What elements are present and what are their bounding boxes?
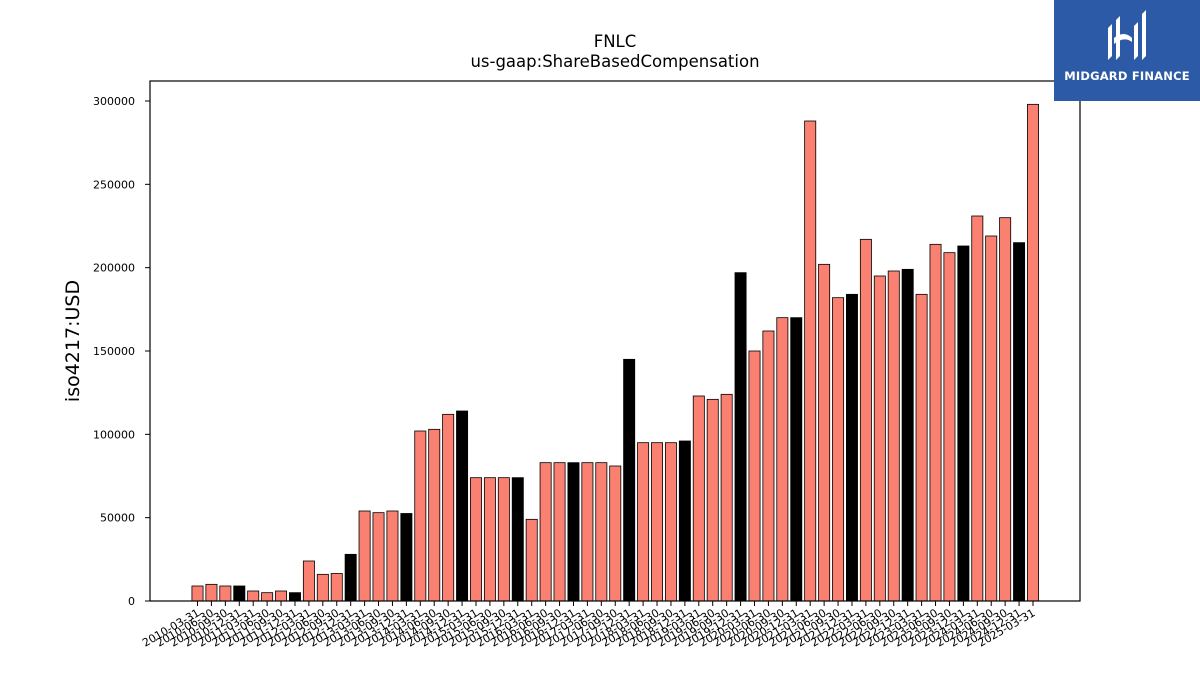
x-axis: 2010-03-312010-06-302010-09-302010-12-31… — [140, 601, 1038, 650]
bar-2018-06-30 — [651, 442, 664, 602]
y-tick-label: 250000 — [93, 178, 135, 191]
bar-2013-06-30 — [372, 512, 385, 602]
bar-2016-12-31 — [567, 462, 580, 602]
logo-text: MIDGARD FINANCE — [1064, 69, 1190, 83]
bar-2022-12-31 — [901, 268, 914, 602]
bar-2025-03-31 — [1027, 103, 1039, 602]
bar-2022-06-30 — [873, 275, 886, 602]
bar-2012-09-30 — [330, 573, 343, 602]
midgard-finance-logo: MIDGARD FINANCE — [1054, 0, 1200, 101]
y-tick-label: 150000 — [93, 345, 135, 358]
plot-frame — [149, 80, 1081, 602]
y-tick-label: 0 — [128, 595, 135, 608]
chart-title: FNLC — [593, 32, 637, 51]
bar-2013-12-31 — [400, 513, 413, 602]
bar-2015-09-30 — [497, 477, 510, 602]
bar-2018-12-31 — [678, 440, 691, 602]
bar-2022-09-30 — [887, 270, 900, 602]
logo-mark-icon — [1108, 10, 1146, 60]
bar-2024-03-31 — [971, 215, 984, 602]
bar-2018-09-30 — [664, 442, 677, 602]
bar-2016-06-30 — [539, 462, 552, 602]
bar-2010-12-31 — [233, 585, 246, 602]
bar-2015-12-31 — [511, 477, 524, 602]
bar-2021-09-30 — [832, 297, 845, 602]
bar-2010-03-31 — [191, 585, 204, 602]
bar-2019-09-30 — [720, 393, 733, 602]
bar-2011-09-30 — [275, 590, 288, 602]
bar-2017-03-31 — [581, 462, 594, 602]
bar-2017-12-31 — [623, 358, 636, 602]
bar-2014-12-31 — [456, 410, 469, 602]
bar-2016-09-30 — [553, 462, 566, 602]
bar-2012-03-31 — [302, 560, 315, 602]
bar-2012-06-30 — [316, 573, 329, 602]
y-axis-label: iso4217:USD — [62, 280, 84, 402]
bar-2016-03-31 — [525, 518, 538, 602]
bar-2024-12-31 — [1013, 242, 1026, 602]
bar-2019-03-31 — [692, 395, 705, 602]
bar-2011-03-31 — [247, 590, 260, 602]
y-tick-label: 50000 — [100, 512, 135, 525]
bar-2023-03-31 — [915, 293, 928, 602]
bar-2010-06-30 — [205, 583, 218, 602]
bar-2019-12-31 — [734, 272, 747, 602]
bar-2017-06-30 — [595, 462, 608, 602]
bar-2022-03-31 — [859, 238, 872, 602]
bar-2017-09-30 — [609, 465, 622, 602]
bar-2021-03-31 — [804, 120, 817, 602]
bar-2018-03-31 — [637, 442, 650, 602]
bar-2020-09-30 — [776, 317, 789, 602]
bar-2014-09-30 — [442, 413, 455, 602]
y-tick-label: 300000 — [93, 95, 135, 108]
bar-2024-06-30 — [985, 235, 998, 602]
bar-2021-06-30 — [818, 263, 831, 602]
bar-2024-09-30 — [999, 217, 1012, 602]
bar-2013-09-30 — [386, 510, 399, 602]
bar-2015-06-30 — [483, 477, 496, 602]
y-tick-label: 100000 — [93, 428, 135, 441]
bar-2014-03-31 — [414, 430, 427, 602]
y-axis: 0 50000 100000 150000 200000 250000 300000 — [93, 95, 150, 608]
bar-2019-06-30 — [706, 398, 719, 602]
bar-2013-03-31 — [358, 510, 371, 602]
bar-2021-12-31 — [846, 293, 858, 602]
bar-2020-12-31 — [790, 317, 803, 602]
chart-subtitle: us-gaap:ShareBasedCompensation — [470, 52, 760, 71]
bars-group — [191, 103, 1039, 602]
bar-2020-06-30 — [762, 330, 775, 602]
y-tick-label: 200000 — [93, 262, 135, 275]
bar-2010-09-30 — [219, 585, 232, 602]
bar-2011-06-30 — [261, 592, 274, 602]
bar-2014-06-30 — [428, 428, 441, 602]
bar-2023-12-31 — [957, 245, 970, 602]
bar-2023-06-30 — [929, 243, 942, 602]
bar-2015-03-31 — [470, 477, 482, 602]
bar-2011-12-31 — [289, 592, 301, 602]
bar-2020-03-31 — [748, 350, 761, 602]
bar-2023-09-30 — [943, 252, 956, 602]
bar-2012-12-31 — [344, 553, 357, 602]
